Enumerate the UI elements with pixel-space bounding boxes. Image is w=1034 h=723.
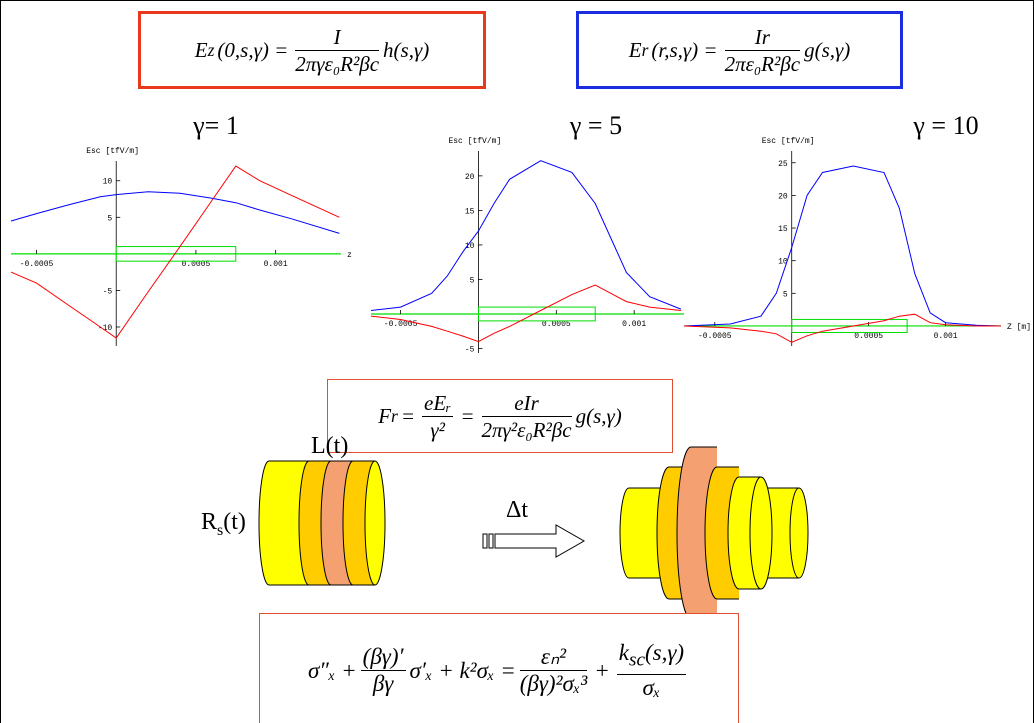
eq-text: z [208, 40, 215, 61]
eq-text: = [401, 404, 415, 429]
y-tick-label: -5 [465, 346, 475, 355]
x-tick-label: 0.0005 [854, 332, 883, 341]
x-tick-label: 0.001 [264, 260, 288, 269]
numerator: ksc(s,γ) [617, 640, 686, 675]
eq-text: (s,γ) [645, 640, 684, 665]
y-tick-label: 25 [778, 160, 788, 169]
plot-title: γ = 5 [569, 111, 622, 140]
eq-text: sc [629, 650, 645, 671]
y-tick-label: 10 [103, 178, 113, 187]
eq-text: k [619, 640, 629, 665]
x-tick-label: -0.0005 [20, 260, 54, 269]
eq-text: F [378, 404, 391, 429]
y-tick-label: 20 [778, 192, 788, 201]
fraction: εₙ²(βγ)²σₓ³ [520, 644, 588, 697]
eq-text: γ² [422, 417, 453, 443]
y-tick-label: 20 [465, 173, 475, 182]
y-tick-label: 15 [778, 225, 788, 234]
eq-text: I [295, 24, 379, 51]
eq-text: 2πε₀R²βc [725, 51, 801, 77]
eq-text: εₙ² [520, 644, 588, 671]
eq-text: + [594, 658, 610, 684]
x-tick-label: 0.001 [622, 320, 646, 329]
equation-envelope: σ″ₓ + (βγ)′βγ σ′ₓ + k²σₓ = εₙ²(βγ)²σₓ³ +… [259, 613, 739, 723]
curve [684, 166, 1001, 326]
slide: γ= 1 Esc [tfV/m] z -10 -5 5 10 -0.0005 0.0005 0.0… [0, 0, 1034, 723]
eq-text: r [391, 406, 398, 427]
y-tick-label: 15 [465, 207, 475, 216]
eq-text: = [460, 404, 474, 429]
eq-text: (0,s,γ) = [217, 38, 288, 63]
eq-text: (βγ)′ [361, 644, 406, 671]
fraction: ksc(s,γ)σₓ [617, 640, 686, 701]
eq-text: E [195, 38, 208, 63]
y-axis-label: Esc [tfV/m] [762, 137, 815, 146]
eq-text: E [629, 38, 642, 63]
x-tick-label: -0.0005 [698, 332, 732, 341]
length-label: L(t) [311, 433, 348, 460]
eq-text: g(s,γ) [804, 38, 850, 63]
eq-text: g(s,γ) [576, 404, 622, 429]
cylinder-before [259, 461, 385, 585]
y-tick-label: 5 [470, 276, 475, 285]
eq-text: (r,s,γ) = [651, 38, 717, 63]
eq-text: eEᵣ [422, 390, 453, 417]
x-axis-label: z [347, 251, 352, 260]
label-text: (t) [223, 509, 246, 535]
y-tick-label: -5 [103, 287, 113, 296]
curve [371, 161, 681, 311]
cylinder-after [620, 447, 808, 619]
curve [11, 192, 339, 234]
eq-text: σ′ₓ + k²σₓ = [410, 658, 516, 684]
eq-text: (βγ)²σₓ³ [520, 671, 588, 697]
x-axis-label: Z [m] [1007, 323, 1031, 332]
eq-text: σₓ [617, 675, 686, 701]
y-tick-label: 5 [783, 290, 788, 299]
eq-text: 2πγε₀R²βc [295, 51, 379, 77]
y-tick-label: 5 [107, 214, 112, 223]
step-label: Δt [506, 497, 528, 524]
eq-text: Ir [725, 24, 801, 51]
fraction: (βγ)′βγ [361, 644, 406, 697]
y-axis-label: Esc [tfV/m] [86, 147, 139, 156]
y-axis-label: Esc [tfV/m] [448, 137, 501, 146]
eq-text: 2πγ²ε₀R²βc [482, 417, 572, 443]
x-tick-label: 0.001 [934, 332, 958, 341]
eq-text: h(s,γ) [383, 38, 429, 63]
curve [11, 166, 339, 338]
x-tick-label: -0.0005 [384, 320, 418, 329]
eq-text: βγ [361, 671, 406, 697]
eq-text: eIr [482, 390, 572, 417]
plot-title: γ = 10 [912, 111, 978, 140]
radius-label: Rs(t) [201, 509, 246, 540]
label-text: R [201, 509, 217, 535]
plot-title: γ= 1 [192, 111, 239, 140]
eq-text: r [642, 40, 649, 61]
eq-text: σ″ₓ + [308, 658, 357, 684]
y-tick-label: -10 [98, 324, 113, 333]
arrow [483, 525, 584, 557]
